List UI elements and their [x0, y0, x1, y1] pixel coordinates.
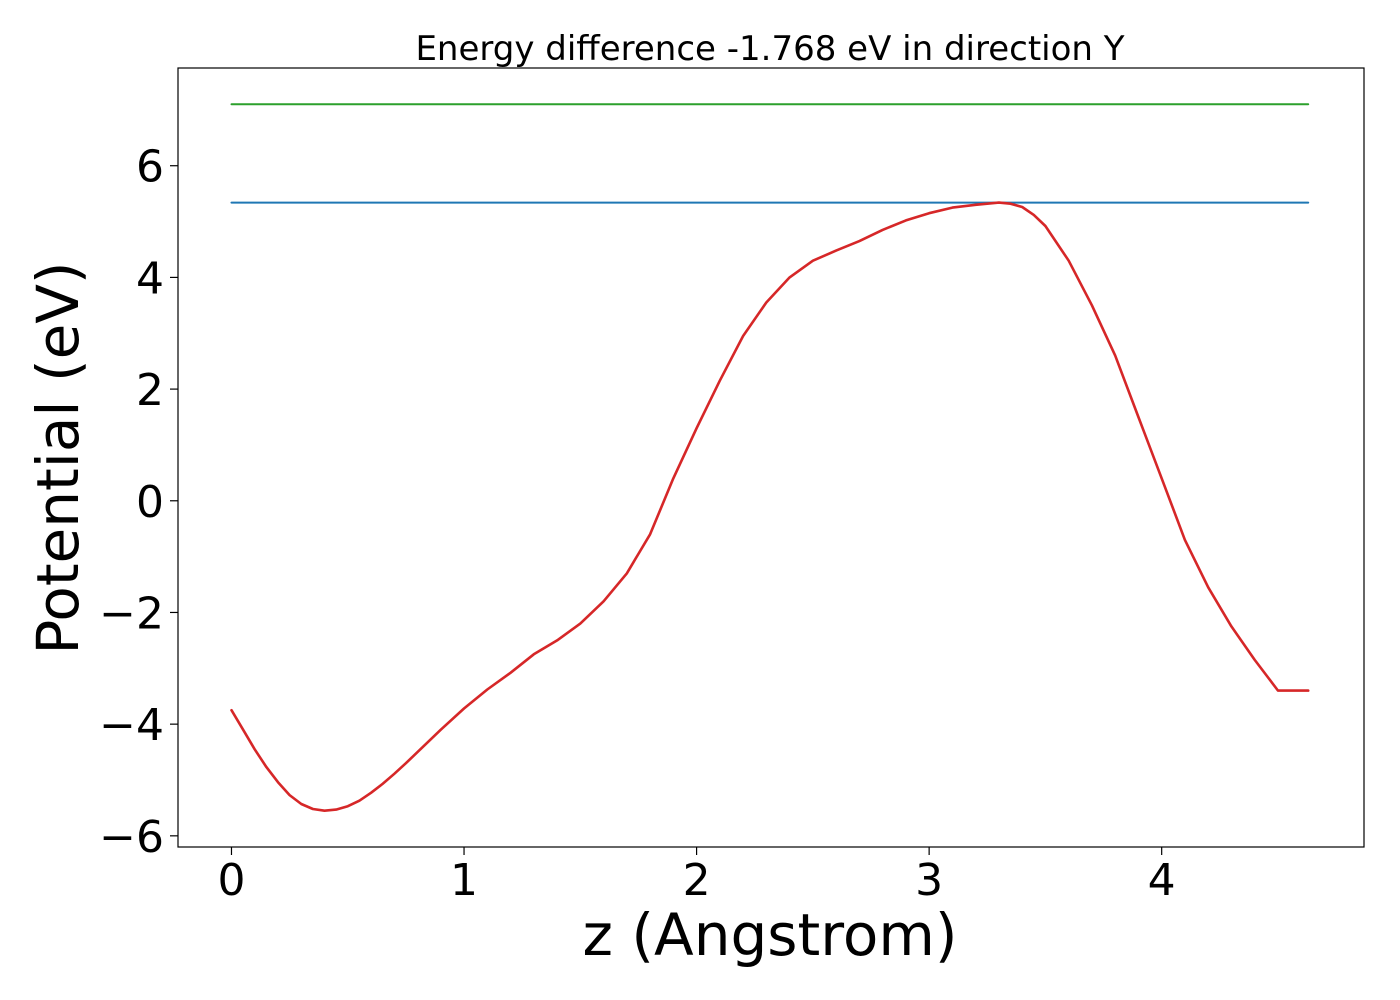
x-axis-title: z (Angstrom): [583, 901, 958, 969]
plot-area: [177, 67, 1365, 848]
y-axis: −6 −4 −2 0 2 4 6: [99, 142, 178, 863]
series-line-3: [230, 201, 1310, 813]
x-tick-label: 0: [217, 855, 245, 906]
y-tick-label: −6: [99, 812, 164, 863]
y-tick-label: 4: [136, 253, 164, 304]
y-tick-label: −4: [99, 700, 164, 751]
x-tick-label: 3: [915, 855, 943, 906]
plot-frame: [177, 67, 1365, 848]
y-tick-label: 6: [136, 142, 164, 193]
y-tick-label: 2: [136, 365, 164, 416]
x-tick-label: 4: [1148, 855, 1176, 906]
y-axis-title: Potential (eV): [24, 261, 92, 654]
series-layer: [230, 103, 1310, 813]
y-tick-label: −2: [99, 588, 164, 639]
chart-title: Energy difference -1.768 eV in direction…: [415, 29, 1124, 69]
x-tick-label: 2: [683, 855, 711, 906]
x-tick-label: 1: [450, 855, 478, 906]
x-axis: 0 1 2 3 4: [217, 847, 1176, 906]
y-tick-label: 0: [136, 477, 164, 528]
